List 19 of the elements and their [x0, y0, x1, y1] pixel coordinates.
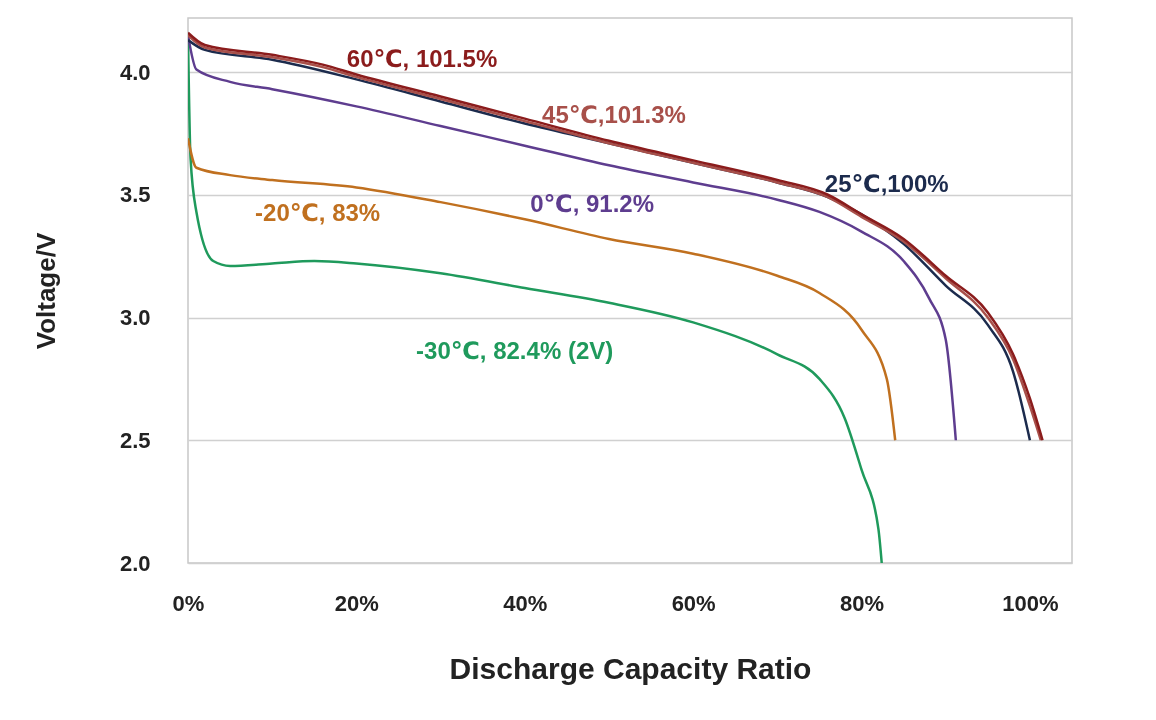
- x-tick-label: 40%: [503, 590, 548, 616]
- x-tick-label: 20%: [334, 590, 379, 616]
- series-label: 60℃, 101.5%: [346, 44, 498, 72]
- y-tick-label: 2.5: [119, 427, 151, 453]
- series-label: 45℃,101.3%: [542, 101, 686, 129]
- x-tick-label: 0%: [172, 590, 205, 616]
- series-label: -30℃, 82.4% (2V): [416, 336, 614, 364]
- x-tick-label: 100%: [1002, 590, 1059, 616]
- series-label: 0℃, 91.2%: [530, 189, 655, 217]
- y-tick-label: 2.0: [119, 550, 151, 576]
- x-tick-label: 60%: [671, 590, 716, 616]
- y-axis-title: Voltage/V: [30, 232, 61, 350]
- x-tick-label: 80%: [840, 590, 885, 616]
- y-tick-label: 3.5: [119, 182, 151, 208]
- series-label: -20℃, 83%: [255, 199, 381, 227]
- x-axis-title: Discharge Capacity Ratio: [449, 651, 812, 685]
- series-label: 25℃,100%: [824, 169, 949, 197]
- y-tick-label: 4.0: [119, 59, 151, 85]
- y-tick-label: 3.0: [119, 305, 151, 330]
